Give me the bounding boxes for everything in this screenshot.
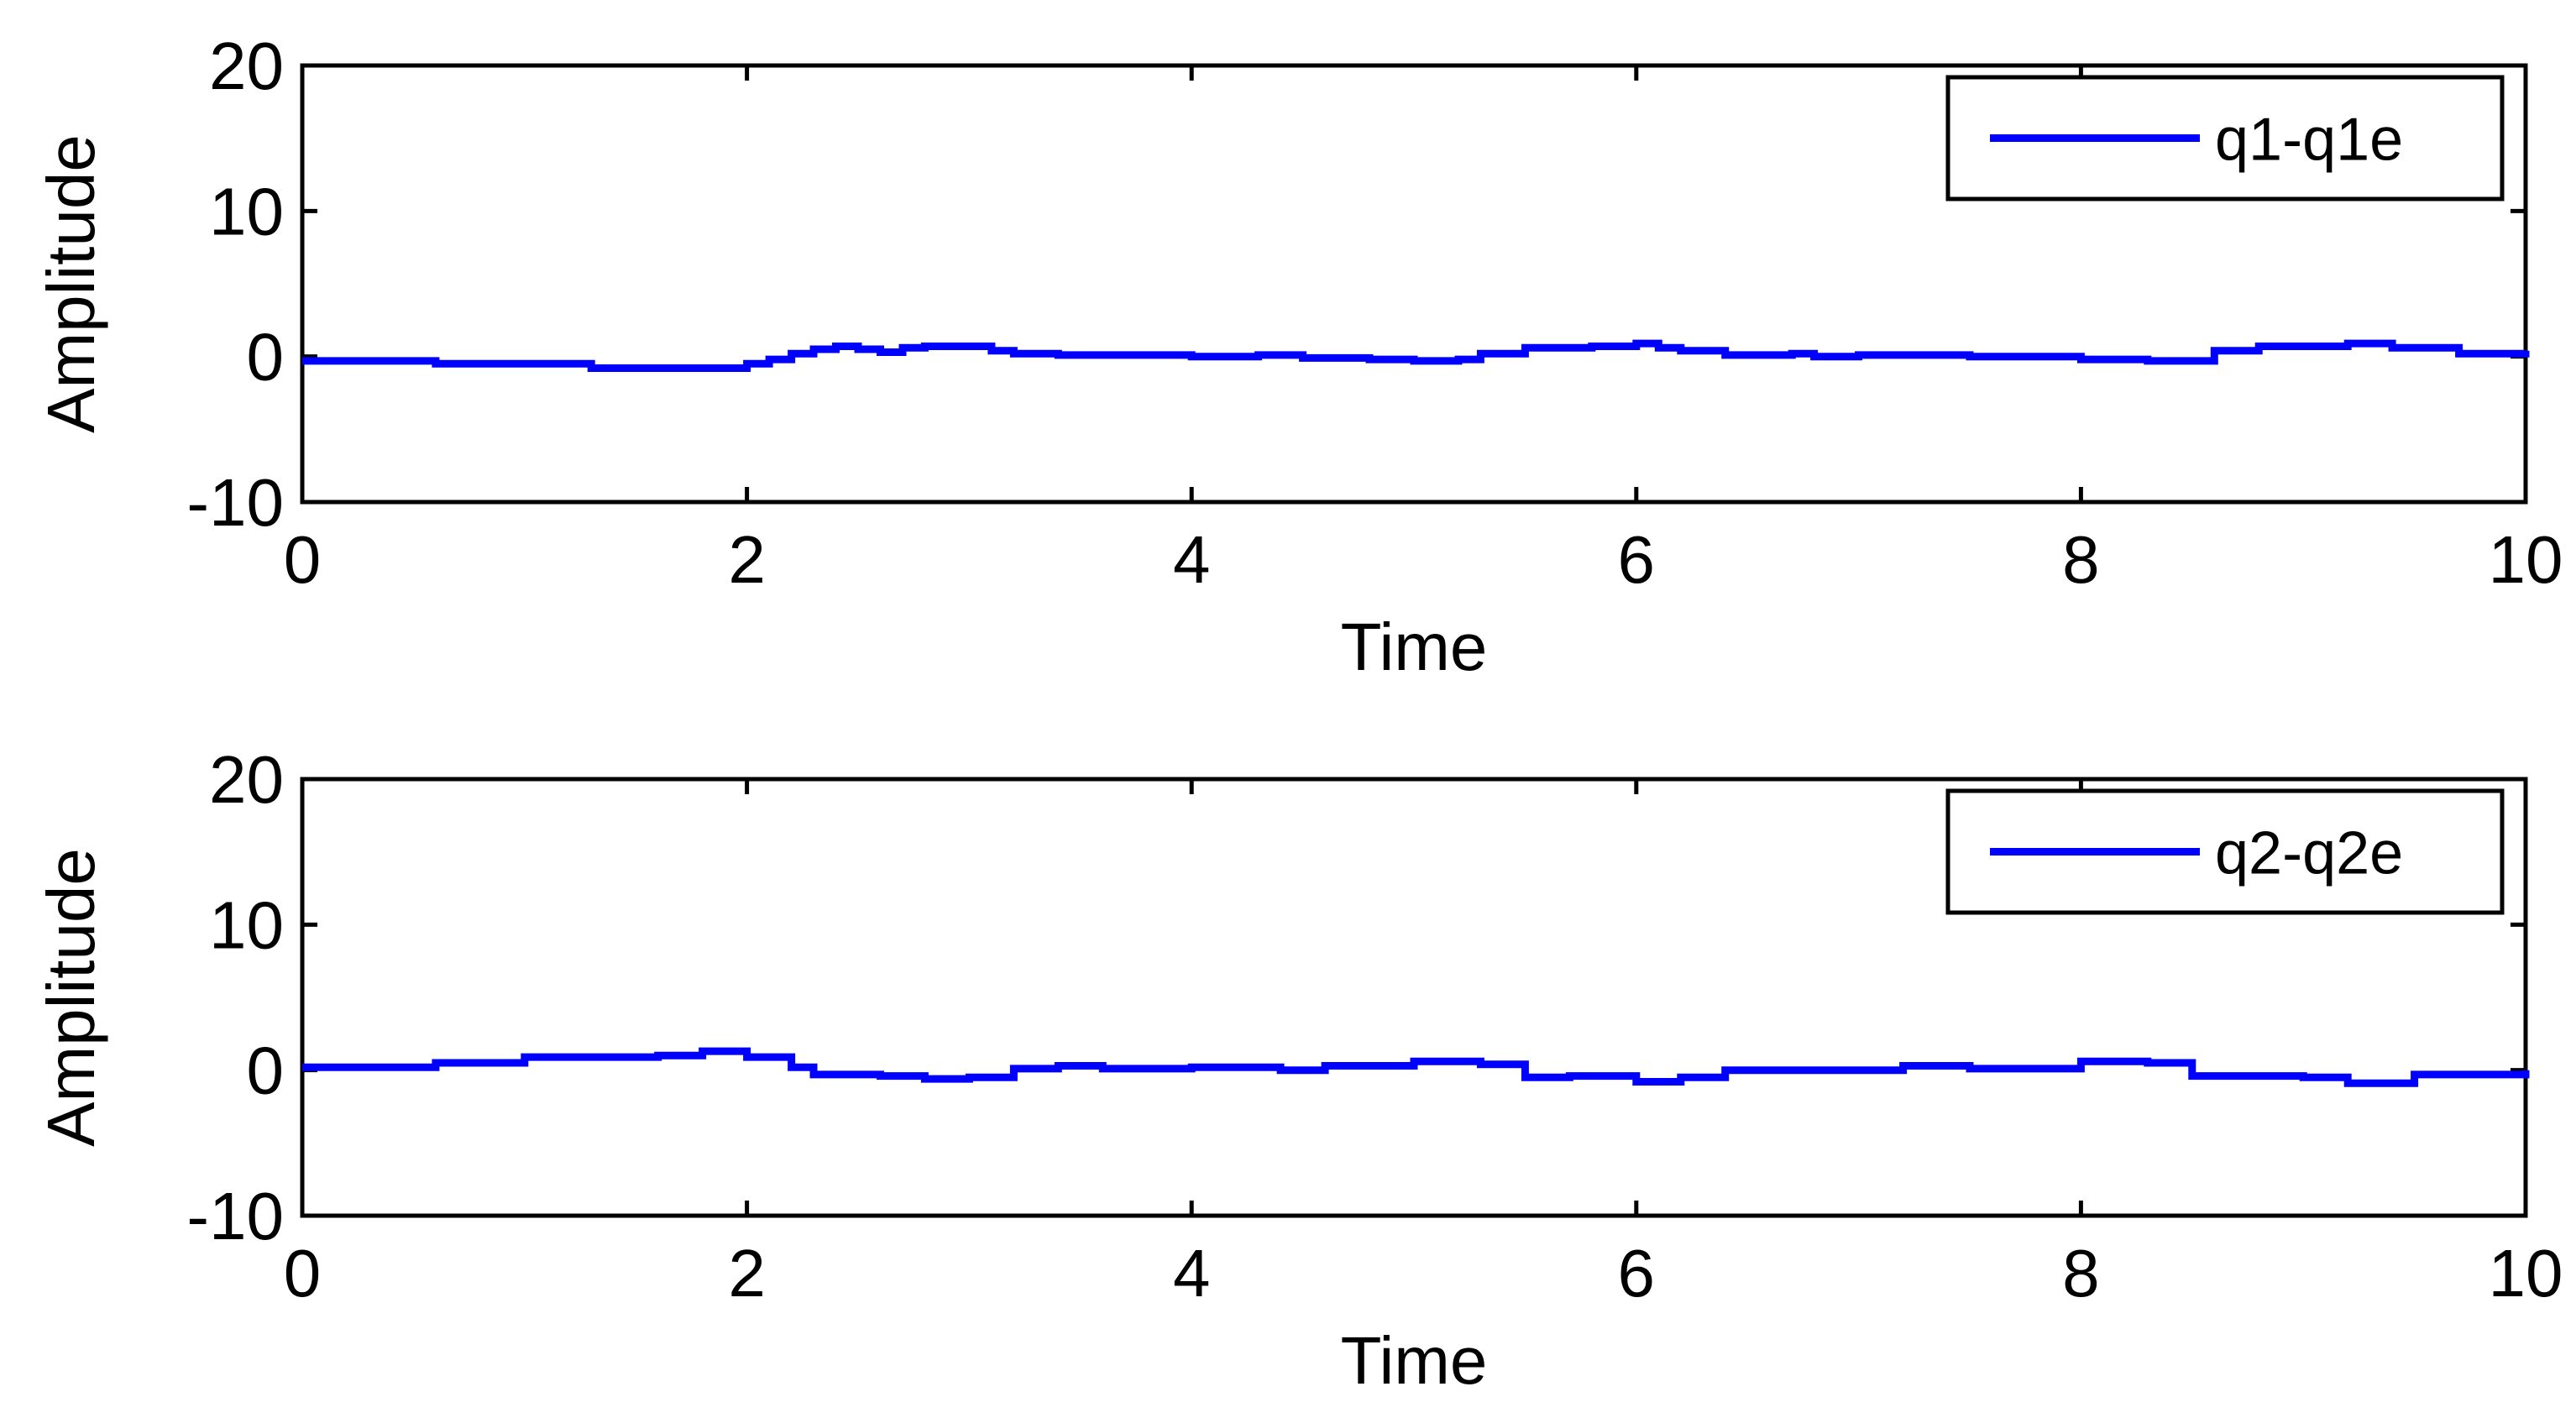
y-tick-label: 0 xyxy=(247,1033,285,1108)
legend-label: q1-q1e xyxy=(2215,107,2403,174)
x-tick-label: 10 xyxy=(2489,522,2563,597)
series-line xyxy=(302,1047,2530,1087)
x-tick-label: 4 xyxy=(1173,522,1211,597)
x-tick-label: 0 xyxy=(284,1236,322,1311)
x-tick-label: 6 xyxy=(1618,522,1656,597)
x-tick-label: 6 xyxy=(1618,1236,1656,1311)
y-tick-label: -10 xyxy=(186,1179,284,1253)
y-tick-label: -10 xyxy=(186,465,284,540)
y-axis-label: Amplitude xyxy=(34,134,108,433)
legend-label: q2-q2e xyxy=(2215,820,2403,887)
x-tick-label: 8 xyxy=(2062,522,2100,597)
x-axis-label: Time xyxy=(1341,1323,1488,1398)
y-axis-label: Amplitude xyxy=(34,848,108,1147)
x-tick-label: 2 xyxy=(728,1236,766,1311)
x-tick-label: 8 xyxy=(2062,1236,2100,1311)
x-tick-label: 2 xyxy=(728,522,766,597)
y-tick-label: 0 xyxy=(247,320,285,395)
x-tick-label: 0 xyxy=(284,522,322,597)
y-tick-label: 10 xyxy=(209,174,284,249)
x-axis-label: Time xyxy=(1341,610,1488,684)
x-tick-label: 4 xyxy=(1173,1236,1211,1311)
series-line xyxy=(302,339,2530,372)
y-tick-label: 10 xyxy=(209,887,284,962)
x-tick-label: 10 xyxy=(2489,1236,2563,1311)
y-tick-label: 20 xyxy=(209,742,284,817)
y-tick-label: 20 xyxy=(209,29,284,103)
